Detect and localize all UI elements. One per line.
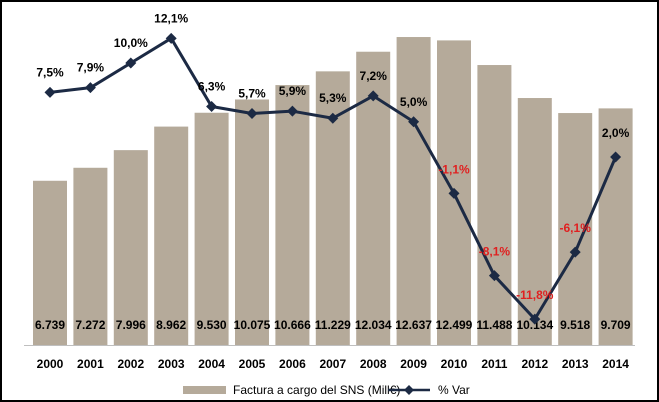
- bar-value-2013: 9.518: [560, 318, 590, 332]
- bar-2003: [154, 127, 188, 345]
- category-label-2007: 2007: [319, 357, 346, 371]
- legend-bar-swatch: [183, 386, 226, 394]
- bar-2005: [235, 99, 269, 345]
- line-label-2014: 2,0%: [602, 126, 630, 140]
- line-label-2009: 5,0%: [400, 95, 428, 109]
- category-label-2012: 2012: [521, 357, 548, 371]
- line-label-2000: 7,5%: [36, 65, 64, 79]
- category-label-2008: 2008: [360, 357, 387, 371]
- line-label-2006: 5,9%: [279, 84, 307, 98]
- bar-value-2001: 7.272: [75, 318, 105, 332]
- line-label-2010: -1,1%: [438, 162, 470, 176]
- bar-value-2009: 12.637: [395, 318, 432, 332]
- bar-value-2006: 10.666: [274, 318, 311, 332]
- bar-value-2008: 12.034: [355, 318, 392, 332]
- bar-value-labels: 6.739 7.272 7.996 8.962 9.530 10.075 10.666 11.…: [35, 318, 631, 332]
- category-label-2003: 2003: [158, 357, 185, 371]
- line-label-2004: 6,3%: [198, 79, 226, 93]
- bar-value-2014: 9.709: [601, 318, 631, 332]
- bar-2006: [275, 85, 309, 345]
- bar-2009: [397, 37, 431, 345]
- category-label-2011: 2011: [481, 357, 507, 371]
- bar-2004: [195, 113, 229, 345]
- bar-value-2003: 8.962: [156, 318, 186, 332]
- bar-value-2010: 12.499: [436, 318, 473, 332]
- category-label-2001: 2001: [77, 357, 104, 371]
- bar-value-2011: 11.488: [476, 318, 512, 332]
- category-label-2002: 2002: [117, 357, 144, 371]
- bar-2011: [477, 65, 511, 345]
- line-label-2003: 12,1%: [154, 11, 188, 25]
- bar-2002: [114, 150, 148, 345]
- category-label-2006: 2006: [279, 357, 306, 371]
- legend-bar-label: Factura a cargo del SNS (Mill€): [233, 383, 400, 397]
- category-label-2014: 2014: [602, 357, 629, 371]
- line-label-2012: -11,8%: [516, 288, 554, 302]
- line-label-2001: 7,9%: [77, 61, 105, 75]
- sns-billing-chart: 6.739 7.272 7.996 8.962 9.530 10.075 10.666 11.…: [2, 2, 657, 400]
- line-label-2013: -6,1%: [560, 221, 592, 235]
- bar-2014: [599, 108, 633, 345]
- bar-value-2004: 9.530: [197, 318, 227, 332]
- legend-line-marker: [404, 385, 414, 395]
- category-label-2009: 2009: [400, 357, 427, 371]
- category-labels: 2000 2001 2002 2003 2004 2005 2006 2007 2008 2009…: [37, 357, 630, 371]
- category-label-2013: 2013: [562, 357, 589, 371]
- line-label-2007: 5,3%: [319, 91, 347, 105]
- line-label-2011: -8,1%: [479, 245, 511, 259]
- bar-value-2005: 10.075: [234, 318, 271, 332]
- category-label-2000: 2000: [37, 357, 64, 371]
- line-label-2005: 5,7%: [238, 87, 266, 101]
- category-label-2005: 2005: [239, 357, 266, 371]
- bar-value-2002: 7.996: [116, 318, 146, 332]
- bar-value-2000: 6.739: [35, 318, 65, 332]
- category-label-2004: 2004: [198, 357, 225, 371]
- category-label-2010: 2010: [441, 357, 468, 371]
- line-label-2002: 10,0%: [114, 36, 148, 50]
- chart-frame: 6.739 7.272 7.996 8.962 9.530 10.075 10.666 11.…: [0, 0, 659, 402]
- line-label-2008: 7,2%: [360, 69, 388, 83]
- bar-value-2007: 11.229: [315, 318, 351, 332]
- legend-line-label: % Var: [438, 383, 470, 397]
- legend: Factura a cargo del SNS (Mill€) % Var: [183, 383, 470, 397]
- line-marker-2000: [45, 87, 56, 98]
